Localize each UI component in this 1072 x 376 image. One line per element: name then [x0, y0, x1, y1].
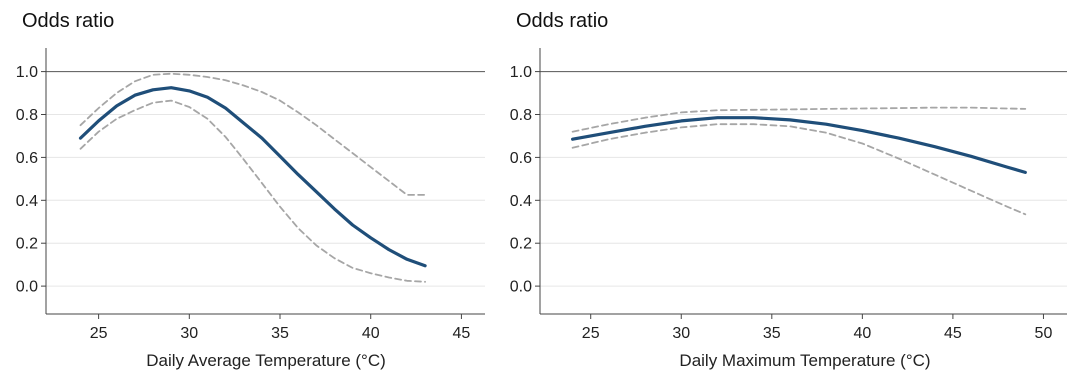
right-panel-title: Odds ratio — [516, 10, 608, 32]
left-panel-x-tick-label-4: 45 — [453, 325, 471, 342]
left-panel-x-tick-label-3: 40 — [362, 325, 380, 342]
left-panel-y-tick-label-2: 0.4 — [16, 193, 38, 210]
left-panel-y-tick-label-4: 0.8 — [16, 107, 38, 124]
left-panel-gridlines — [46, 114, 485, 287]
left-panel-title: Odds ratio — [22, 10, 114, 32]
right-panel-y-tick-label-5: 1.0 — [510, 64, 532, 81]
right-panel-y-tick-label-1: 0.2 — [510, 236, 532, 253]
right-panel-gridlines — [540, 114, 1067, 287]
left-panel-y-tick-label-5: 1.0 — [16, 64, 38, 81]
left-panel-y-tick-label-1: 0.2 — [16, 236, 38, 253]
right-panel-estimate-line — [570, 116, 1027, 174]
left-panel-estimate-line — [78, 86, 427, 268]
left-panel-lower-line — [79, 99, 427, 283]
right-panel-tick-labels: 0.0 0.2 0.4 0.6 0.8 1.0 25 30 35 40 45 50 — [510, 64, 1053, 342]
left-panel-series — [78, 72, 427, 283]
right-panel-upper-line — [571, 106, 1027, 133]
left-panel-y-tick-label-0: 0.0 — [16, 279, 38, 296]
right-panel-y-tick-label-0: 0.0 — [510, 279, 532, 296]
right-panel-x-tick-label-5: 50 — [1035, 325, 1053, 342]
right-panel-x-tick-label-0: 25 — [582, 325, 600, 342]
right-panel-lower-line — [571, 123, 1027, 216]
right-panel-x-axis-label: Daily Maximum Temperature (°C) — [679, 351, 930, 370]
right-panel-x-tick-label-1: 30 — [672, 325, 690, 342]
right-panel: Odds ratio 0.0 0.2 0.4 0.6 0.8 1.0 25 30 35 40 45 5… — [510, 10, 1067, 370]
left-panel-x-axis-label: Daily Average Temperature (°C) — [146, 351, 386, 370]
left-panel-x-tick-label-2: 35 — [271, 325, 289, 342]
right-panel-x-tick-label-4: 45 — [944, 325, 962, 342]
right-panel-x-tick-label-2: 35 — [763, 325, 781, 342]
left-panel-upper-line — [79, 72, 427, 196]
left-panel-axes — [41, 48, 485, 319]
left-panel-x-tick-label-0: 25 — [90, 325, 108, 342]
left-panel: Odds ratio 0.00.20.40.60.81.025 30 35 40 45 … — [16, 10, 485, 370]
left-panel-x-tick-label-1: 30 — [180, 325, 198, 342]
right-panel-series — [570, 106, 1027, 216]
left-panel-tick-labels: 0.0 0.2 0.4 0.6 0.8 1.0 25 30 35 40 45 — [16, 64, 471, 342]
right-panel-y-tick-label-4: 0.8 — [510, 107, 532, 124]
right-panel-y-tick-label-3: 0.6 — [510, 150, 532, 167]
right-panel-x-tick-label-3: 40 — [853, 325, 871, 342]
left-panel-y-tick-label-3: 0.6 — [16, 150, 38, 167]
right-panel-y-tick-label-2: 0.4 — [510, 193, 532, 210]
right-panel-axes — [535, 48, 1067, 319]
